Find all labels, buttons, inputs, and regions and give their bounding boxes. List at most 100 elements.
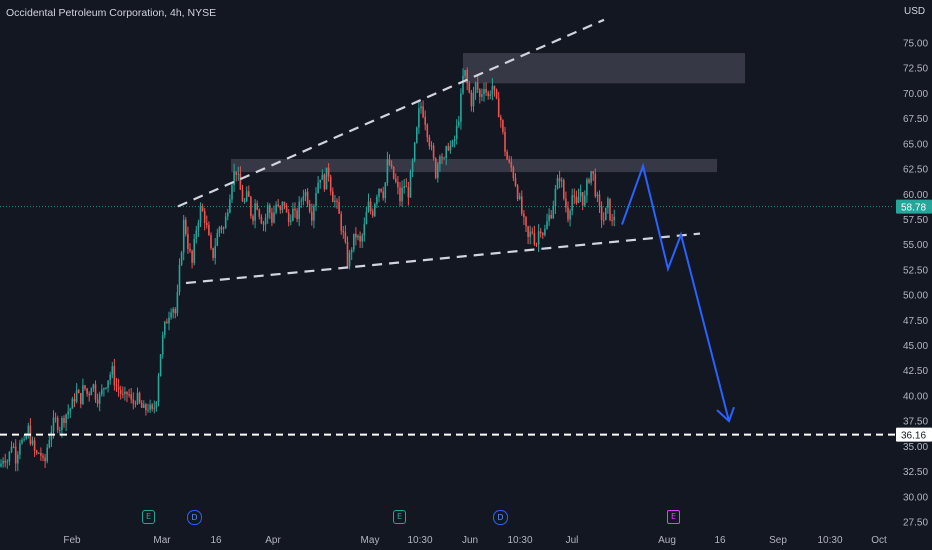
candle-body xyxy=(449,145,452,151)
candle-body xyxy=(292,208,294,221)
candle-body xyxy=(592,171,594,174)
candle-body xyxy=(325,167,328,190)
candle-body xyxy=(529,231,531,237)
candle-body xyxy=(164,321,166,336)
projection-path xyxy=(621,162,730,422)
candle-body xyxy=(73,398,76,402)
candle-body xyxy=(44,457,46,462)
candle-body xyxy=(533,232,536,245)
candle-body xyxy=(586,179,588,196)
candle-body xyxy=(350,249,353,253)
candle-body xyxy=(10,446,13,452)
candle-body xyxy=(237,173,240,175)
candle-body xyxy=(607,198,609,208)
candle-body xyxy=(300,200,303,202)
candle-body xyxy=(317,182,319,193)
price-tick-label: 40.00 xyxy=(903,391,928,402)
candle-body xyxy=(434,158,437,178)
last-price-badge xyxy=(896,199,932,214)
candle-body xyxy=(539,231,542,234)
candle-body xyxy=(327,167,330,177)
candle-body xyxy=(145,404,147,411)
candle-body xyxy=(458,121,460,126)
currency-label: USD xyxy=(904,6,926,17)
candle-body xyxy=(159,354,162,377)
candle-body xyxy=(31,440,34,444)
candle-body xyxy=(298,201,300,220)
candle-body xyxy=(4,460,6,463)
candle-body xyxy=(453,138,456,142)
candle-body xyxy=(52,417,55,432)
candle-body xyxy=(210,235,212,249)
candle-body xyxy=(613,216,615,221)
candle-body xyxy=(245,191,248,201)
time-tick-label: 10:30 xyxy=(507,535,532,546)
candle-body xyxy=(338,201,340,214)
candle-body xyxy=(92,384,95,389)
candle-body xyxy=(321,174,324,180)
earnings-marker[interactable]: E xyxy=(393,510,406,524)
candle-body xyxy=(525,217,527,227)
candle-body xyxy=(218,227,221,234)
candle-body xyxy=(542,233,544,236)
candle-body xyxy=(201,206,204,212)
candle-body xyxy=(149,404,151,410)
candle-body xyxy=(220,227,223,230)
candle-body xyxy=(382,191,384,198)
candle-body xyxy=(176,292,179,314)
candle-body xyxy=(254,203,256,221)
candle-body xyxy=(445,146,447,159)
candle-body xyxy=(88,393,90,396)
candle-body xyxy=(401,187,403,202)
candle-body xyxy=(409,171,412,198)
projection-arrowhead xyxy=(716,406,735,423)
candle-body xyxy=(332,191,334,203)
candle-body xyxy=(115,385,118,387)
candle-body xyxy=(508,159,510,162)
candle-body xyxy=(180,252,183,265)
candle-body xyxy=(111,366,114,375)
candle-body xyxy=(460,93,462,122)
candle-body xyxy=(56,418,59,431)
candle-body xyxy=(550,214,552,219)
dividend-marker[interactable]: D xyxy=(187,510,202,525)
candle-body xyxy=(48,440,51,448)
earnings-upcoming-marker[interactable]: E xyxy=(667,510,680,524)
candle-body xyxy=(311,211,313,221)
candle-body xyxy=(140,402,143,408)
candle-body xyxy=(548,214,550,222)
candle-body xyxy=(294,208,296,211)
candle-body xyxy=(94,384,97,400)
candle-body xyxy=(537,231,540,245)
dividend-marker[interactable]: D xyxy=(493,510,508,525)
candle-body xyxy=(168,317,170,324)
candle-body xyxy=(65,414,67,424)
candle-body xyxy=(514,178,517,186)
candle-body xyxy=(248,191,250,197)
candle-body xyxy=(279,205,282,211)
candle-body xyxy=(598,194,601,207)
candle-body xyxy=(138,392,141,403)
candle-body xyxy=(357,235,359,238)
candle-body xyxy=(342,230,345,233)
candle-body xyxy=(594,173,597,197)
candle-body xyxy=(439,156,441,165)
candle-body xyxy=(23,439,25,441)
time-tick-label: Feb xyxy=(63,535,81,546)
candle-body xyxy=(191,250,193,263)
candle-body xyxy=(86,388,88,394)
time-tick-label: Aug xyxy=(658,535,676,546)
candle-body xyxy=(151,404,153,409)
candle-body xyxy=(443,158,445,160)
candle-body xyxy=(483,88,485,95)
candle-body xyxy=(437,164,439,178)
candle-body xyxy=(590,171,592,183)
candle-body xyxy=(0,463,2,467)
candle-body xyxy=(363,224,366,236)
candle-body xyxy=(227,212,229,217)
candle-body xyxy=(464,70,466,76)
price-tick-label: 30.00 xyxy=(903,492,928,503)
candle-body xyxy=(2,460,4,464)
earnings-marker[interactable]: E xyxy=(142,510,155,524)
